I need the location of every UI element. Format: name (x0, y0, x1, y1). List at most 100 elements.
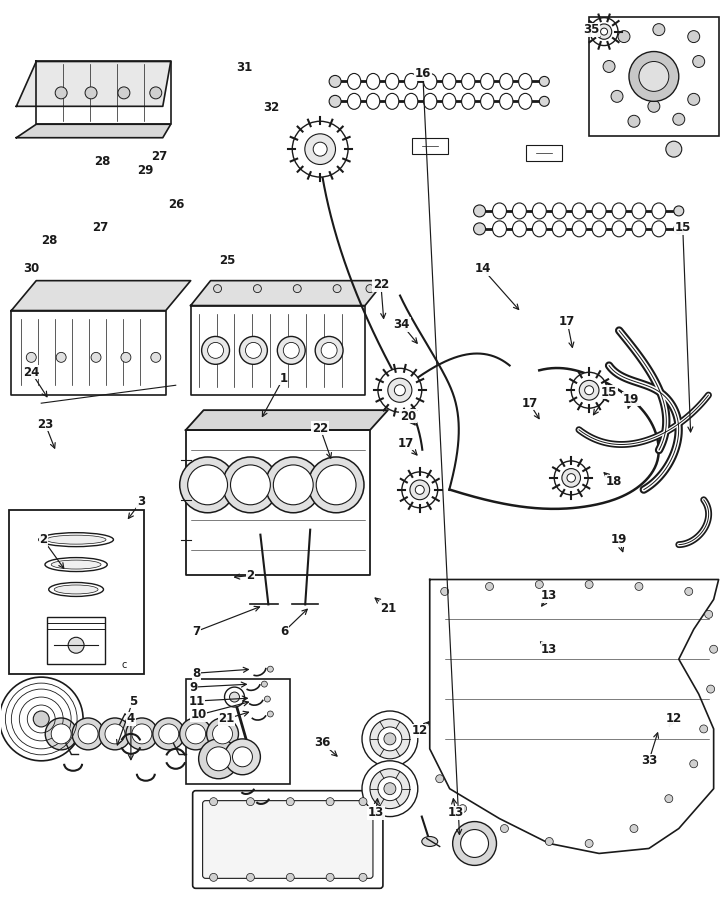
Circle shape (359, 873, 367, 881)
Ellipse shape (492, 203, 507, 219)
Circle shape (118, 87, 130, 99)
Circle shape (0, 677, 83, 760)
Text: 11: 11 (188, 695, 204, 707)
Polygon shape (36, 61, 171, 124)
Ellipse shape (518, 94, 532, 109)
Circle shape (329, 95, 341, 107)
Circle shape (91, 353, 101, 363)
Circle shape (316, 465, 356, 505)
Ellipse shape (45, 558, 107, 572)
Circle shape (132, 724, 152, 744)
Circle shape (225, 687, 244, 707)
Circle shape (212, 724, 233, 744)
Ellipse shape (518, 74, 532, 89)
Text: 21: 21 (218, 713, 235, 725)
Circle shape (308, 457, 364, 513)
Text: 17: 17 (398, 436, 414, 449)
Ellipse shape (500, 94, 513, 109)
Text: 6: 6 (280, 625, 289, 638)
Ellipse shape (442, 74, 456, 89)
Circle shape (370, 769, 410, 808)
Text: 20: 20 (399, 410, 416, 423)
Circle shape (150, 87, 162, 99)
Ellipse shape (405, 74, 418, 89)
Circle shape (378, 777, 402, 801)
Text: 19: 19 (611, 533, 627, 546)
Text: 5: 5 (129, 695, 137, 707)
Circle shape (254, 284, 262, 292)
Polygon shape (12, 281, 191, 310)
Polygon shape (430, 580, 718, 853)
Circle shape (247, 873, 254, 881)
Circle shape (78, 724, 98, 744)
Circle shape (562, 469, 581, 487)
Circle shape (210, 797, 217, 806)
Ellipse shape (612, 220, 626, 237)
Text: 33: 33 (641, 754, 657, 768)
Ellipse shape (481, 94, 494, 109)
Ellipse shape (462, 94, 475, 109)
Ellipse shape (51, 560, 101, 569)
Circle shape (378, 727, 402, 751)
Circle shape (262, 681, 268, 687)
Circle shape (105, 724, 125, 744)
Circle shape (473, 205, 486, 217)
Circle shape (273, 465, 313, 505)
Text: 23: 23 (37, 418, 54, 430)
Circle shape (665, 795, 673, 803)
Circle shape (199, 739, 239, 778)
Ellipse shape (423, 94, 437, 109)
Text: 26: 26 (168, 198, 185, 212)
Circle shape (326, 797, 334, 806)
Text: 4: 4 (127, 713, 135, 725)
Text: 1: 1 (279, 372, 287, 385)
Text: 2: 2 (39, 533, 47, 546)
Circle shape (611, 90, 623, 103)
Circle shape (585, 580, 593, 589)
Circle shape (486, 582, 494, 590)
Text: 12: 12 (666, 713, 682, 725)
Circle shape (378, 368, 422, 412)
Bar (47, 617, 105, 664)
Ellipse shape (423, 74, 437, 89)
Text: 29: 29 (136, 164, 153, 176)
Text: 22: 22 (312, 421, 328, 435)
Circle shape (268, 711, 273, 717)
Circle shape (603, 60, 615, 73)
Ellipse shape (513, 203, 526, 219)
Polygon shape (12, 310, 166, 395)
Circle shape (313, 142, 327, 156)
Circle shape (151, 353, 161, 363)
Ellipse shape (366, 74, 380, 89)
Circle shape (180, 718, 212, 750)
Ellipse shape (38, 533, 113, 546)
Text: 34: 34 (394, 318, 410, 331)
Circle shape (304, 134, 336, 165)
Circle shape (705, 610, 713, 618)
Text: 27: 27 (92, 221, 108, 234)
Polygon shape (186, 430, 370, 574)
Ellipse shape (552, 220, 566, 237)
Text: 14: 14 (474, 262, 491, 275)
Circle shape (85, 87, 97, 99)
Circle shape (239, 337, 268, 365)
Circle shape (286, 797, 294, 806)
Circle shape (688, 94, 700, 105)
Circle shape (223, 457, 278, 513)
Ellipse shape (532, 203, 547, 219)
Text: 13: 13 (541, 589, 558, 602)
Text: 28: 28 (41, 234, 57, 248)
Circle shape (362, 711, 418, 767)
Circle shape (635, 582, 643, 590)
Ellipse shape (366, 94, 380, 109)
Circle shape (359, 797, 367, 806)
Circle shape (692, 56, 705, 68)
Circle shape (246, 342, 262, 358)
Circle shape (460, 830, 489, 858)
Circle shape (362, 760, 418, 816)
Circle shape (436, 775, 444, 783)
Bar (412, 139, 447, 154)
Circle shape (126, 718, 158, 750)
Circle shape (231, 465, 270, 505)
Ellipse shape (532, 220, 547, 237)
